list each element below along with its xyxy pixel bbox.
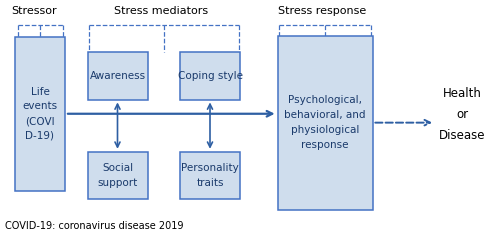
Bar bbox=[88, 52, 148, 100]
Text: Health
or
Disease: Health or Disease bbox=[440, 87, 486, 142]
Text: Awareness: Awareness bbox=[90, 71, 146, 81]
Text: Coping style: Coping style bbox=[178, 71, 242, 81]
Text: Personality
traits: Personality traits bbox=[181, 163, 239, 188]
Text: Life
events
(COVI
D-19): Life events (COVI D-19) bbox=[22, 87, 58, 141]
Bar bbox=[15, 37, 65, 191]
Bar bbox=[88, 152, 148, 199]
Bar bbox=[278, 36, 372, 210]
Text: Stress response: Stress response bbox=[278, 6, 366, 16]
Text: Stressor: Stressor bbox=[11, 6, 57, 16]
Text: Psychological,
behavioral, and
physiological
response: Psychological, behavioral, and physiolog… bbox=[284, 96, 366, 150]
Text: Stress mediators: Stress mediators bbox=[114, 6, 208, 16]
Bar bbox=[180, 152, 240, 199]
Text: COVID-19: coronavirus disease 2019: COVID-19: coronavirus disease 2019 bbox=[5, 221, 184, 231]
Text: Social
support: Social support bbox=[98, 163, 138, 188]
Bar bbox=[180, 52, 240, 100]
